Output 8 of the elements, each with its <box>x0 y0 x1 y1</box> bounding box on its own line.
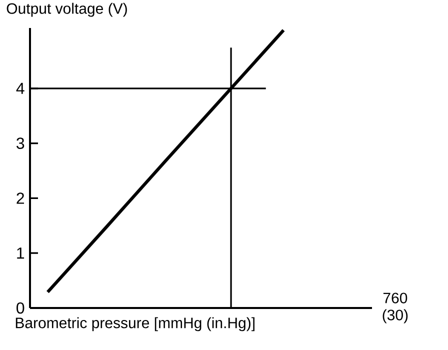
text: 760 (30) <box>382 292 408 324</box>
x-axis-title: Barometric pressure [mmHg (in.Hg)] <box>16 317 254 332</box>
y-tick-label: 4 <box>16 82 24 94</box>
y-tick-label: 2 <box>16 192 24 204</box>
y-tick-label: 3 <box>16 138 24 149</box>
y-tick-label: 1 <box>17 248 24 259</box>
y-axis-title: Output voltage (V) <box>6 2 127 17</box>
y-tick-label: 0 <box>16 302 24 314</box>
